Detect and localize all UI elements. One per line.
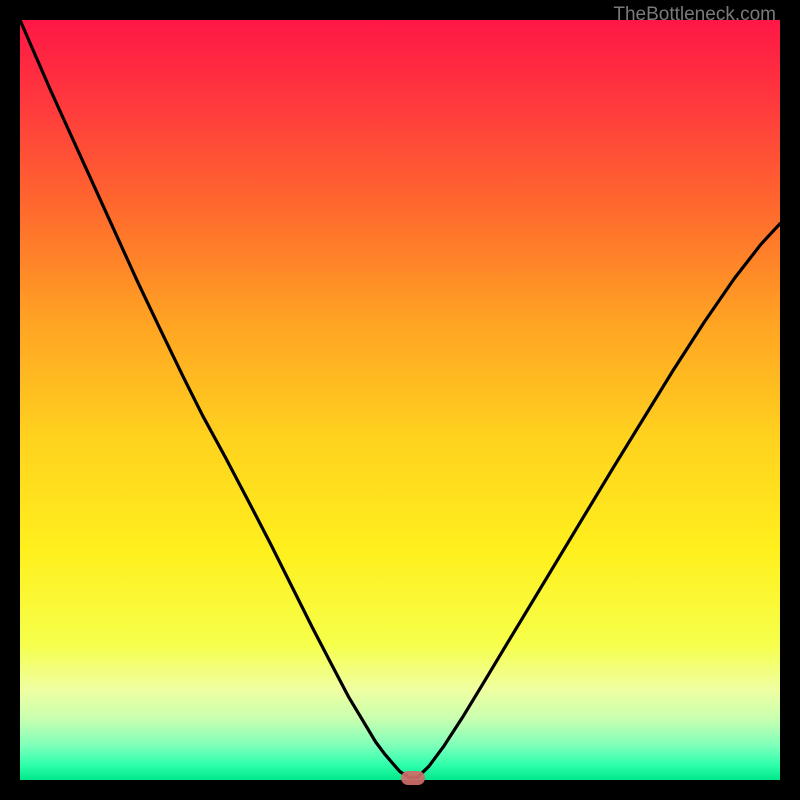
plot-area <box>20 20 780 780</box>
optimum-marker <box>401 771 425 785</box>
chart-canvas: TheBottleneck.com <box>0 0 800 800</box>
bottleneck-curve <box>20 20 780 777</box>
watermark-text: TheBottleneck.com <box>613 4 776 26</box>
curve-svg <box>20 20 780 780</box>
